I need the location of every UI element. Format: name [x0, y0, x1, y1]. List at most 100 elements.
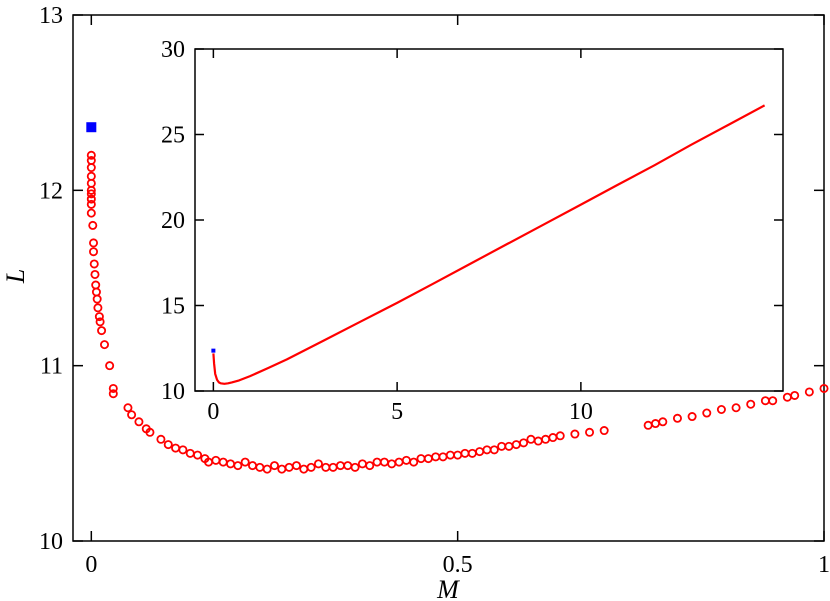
- data-point: [599, 426, 609, 436]
- data-point: [453, 450, 463, 460]
- data-point: [409, 457, 419, 467]
- inset-data-point-square: [211, 348, 216, 353]
- data-point: [123, 403, 133, 413]
- data-point: [145, 427, 155, 437]
- data-point: [497, 441, 507, 451]
- data-point: [313, 459, 323, 469]
- data-point: [819, 383, 829, 393]
- data-point: [335, 461, 345, 471]
- x-tick-label: 0.5: [443, 552, 473, 578]
- data-point: [105, 361, 115, 371]
- data-point: [643, 420, 653, 430]
- data-point: [768, 396, 778, 406]
- data-point: [226, 459, 236, 469]
- main-axis-ticks: 0 0.5 1 10 11 12 13: [39, 3, 830, 578]
- x-tick-label: 0: [85, 552, 97, 578]
- data-point: [321, 462, 331, 472]
- data-point: [401, 455, 411, 465]
- data-point: [519, 438, 529, 448]
- inset-y-tick-label: 10: [161, 379, 185, 405]
- data-point: [185, 448, 195, 458]
- data-point: [423, 454, 433, 464]
- data-point: [89, 259, 99, 269]
- y-tick-label: 10: [39, 529, 63, 555]
- data-point: [350, 462, 360, 472]
- data-point: [97, 326, 107, 336]
- inset-background: [195, 49, 783, 391]
- data-point: [467, 448, 477, 458]
- data-point: [91, 287, 101, 297]
- main-plot-frame: [72, 14, 825, 542]
- data-point: [460, 448, 470, 458]
- data-point: [248, 461, 258, 471]
- data-point: [306, 462, 316, 472]
- data-point: [489, 445, 499, 455]
- data-point: [233, 461, 243, 471]
- data-point: [262, 464, 272, 474]
- data-point: [541, 434, 551, 444]
- data-point: [163, 440, 173, 450]
- data-point: [394, 457, 404, 467]
- data-point: [100, 340, 110, 350]
- data-point: [86, 194, 96, 204]
- data-point: [658, 417, 668, 427]
- data-point: [92, 294, 102, 304]
- data-point: [86, 150, 96, 160]
- data-point: [86, 189, 96, 199]
- data-point: [746, 399, 756, 409]
- data-point: [108, 383, 118, 393]
- inset-x-tick-label: 10: [569, 399, 593, 425]
- data-point: [86, 208, 96, 218]
- inset-data-lines: [211, 104, 766, 385]
- data-point: [156, 434, 166, 444]
- data-point: [585, 427, 595, 437]
- data-point: [255, 462, 265, 472]
- data-point: [343, 461, 353, 471]
- y-axis-label: L: [1, 269, 30, 284]
- data-point: [108, 389, 118, 399]
- data-point: [716, 404, 726, 414]
- data-point: [90, 269, 100, 279]
- data-point: [570, 429, 580, 439]
- data-point: [89, 238, 99, 248]
- inset-y-tick-label: 20: [161, 208, 185, 234]
- data-point: [89, 247, 99, 257]
- y-tick-label: 12: [39, 178, 63, 204]
- inset-series-line: [212, 104, 766, 385]
- data-point: [86, 185, 96, 195]
- data-point: [533, 436, 543, 446]
- data-point: [211, 455, 221, 465]
- inset-y-tick-label: 15: [161, 294, 185, 320]
- data-point: [672, 413, 682, 423]
- data-point: [782, 392, 792, 402]
- data-point: [178, 445, 188, 455]
- data-point: [475, 447, 485, 457]
- data-point: [365, 461, 375, 471]
- data-point: [95, 317, 105, 327]
- data-point: [218, 457, 228, 467]
- data-point: [357, 459, 367, 469]
- data-point: [431, 452, 441, 462]
- data-point: [511, 440, 521, 450]
- x-tick-label: 1: [818, 552, 830, 578]
- inset-y-tick-label: 25: [161, 123, 185, 149]
- data-point: [387, 459, 397, 469]
- main-data-points: [86, 122, 829, 474]
- data-point: [171, 443, 181, 453]
- data-point: [93, 303, 103, 313]
- data-point: [299, 464, 309, 474]
- inset-x-tick-label: 5: [391, 399, 403, 425]
- data-point: [328, 462, 338, 472]
- data-point: [555, 431, 565, 441]
- data-point: [86, 163, 96, 173]
- data-point: [760, 396, 770, 406]
- data-point: [548, 433, 558, 443]
- data-point: [291, 461, 301, 471]
- data-point: [804, 387, 814, 397]
- data-point: [372, 457, 382, 467]
- inset-x-tick-label: 0: [207, 399, 219, 425]
- x-axis-label: M: [436, 575, 460, 601]
- data-point: [482, 445, 492, 455]
- data-point: [416, 454, 426, 464]
